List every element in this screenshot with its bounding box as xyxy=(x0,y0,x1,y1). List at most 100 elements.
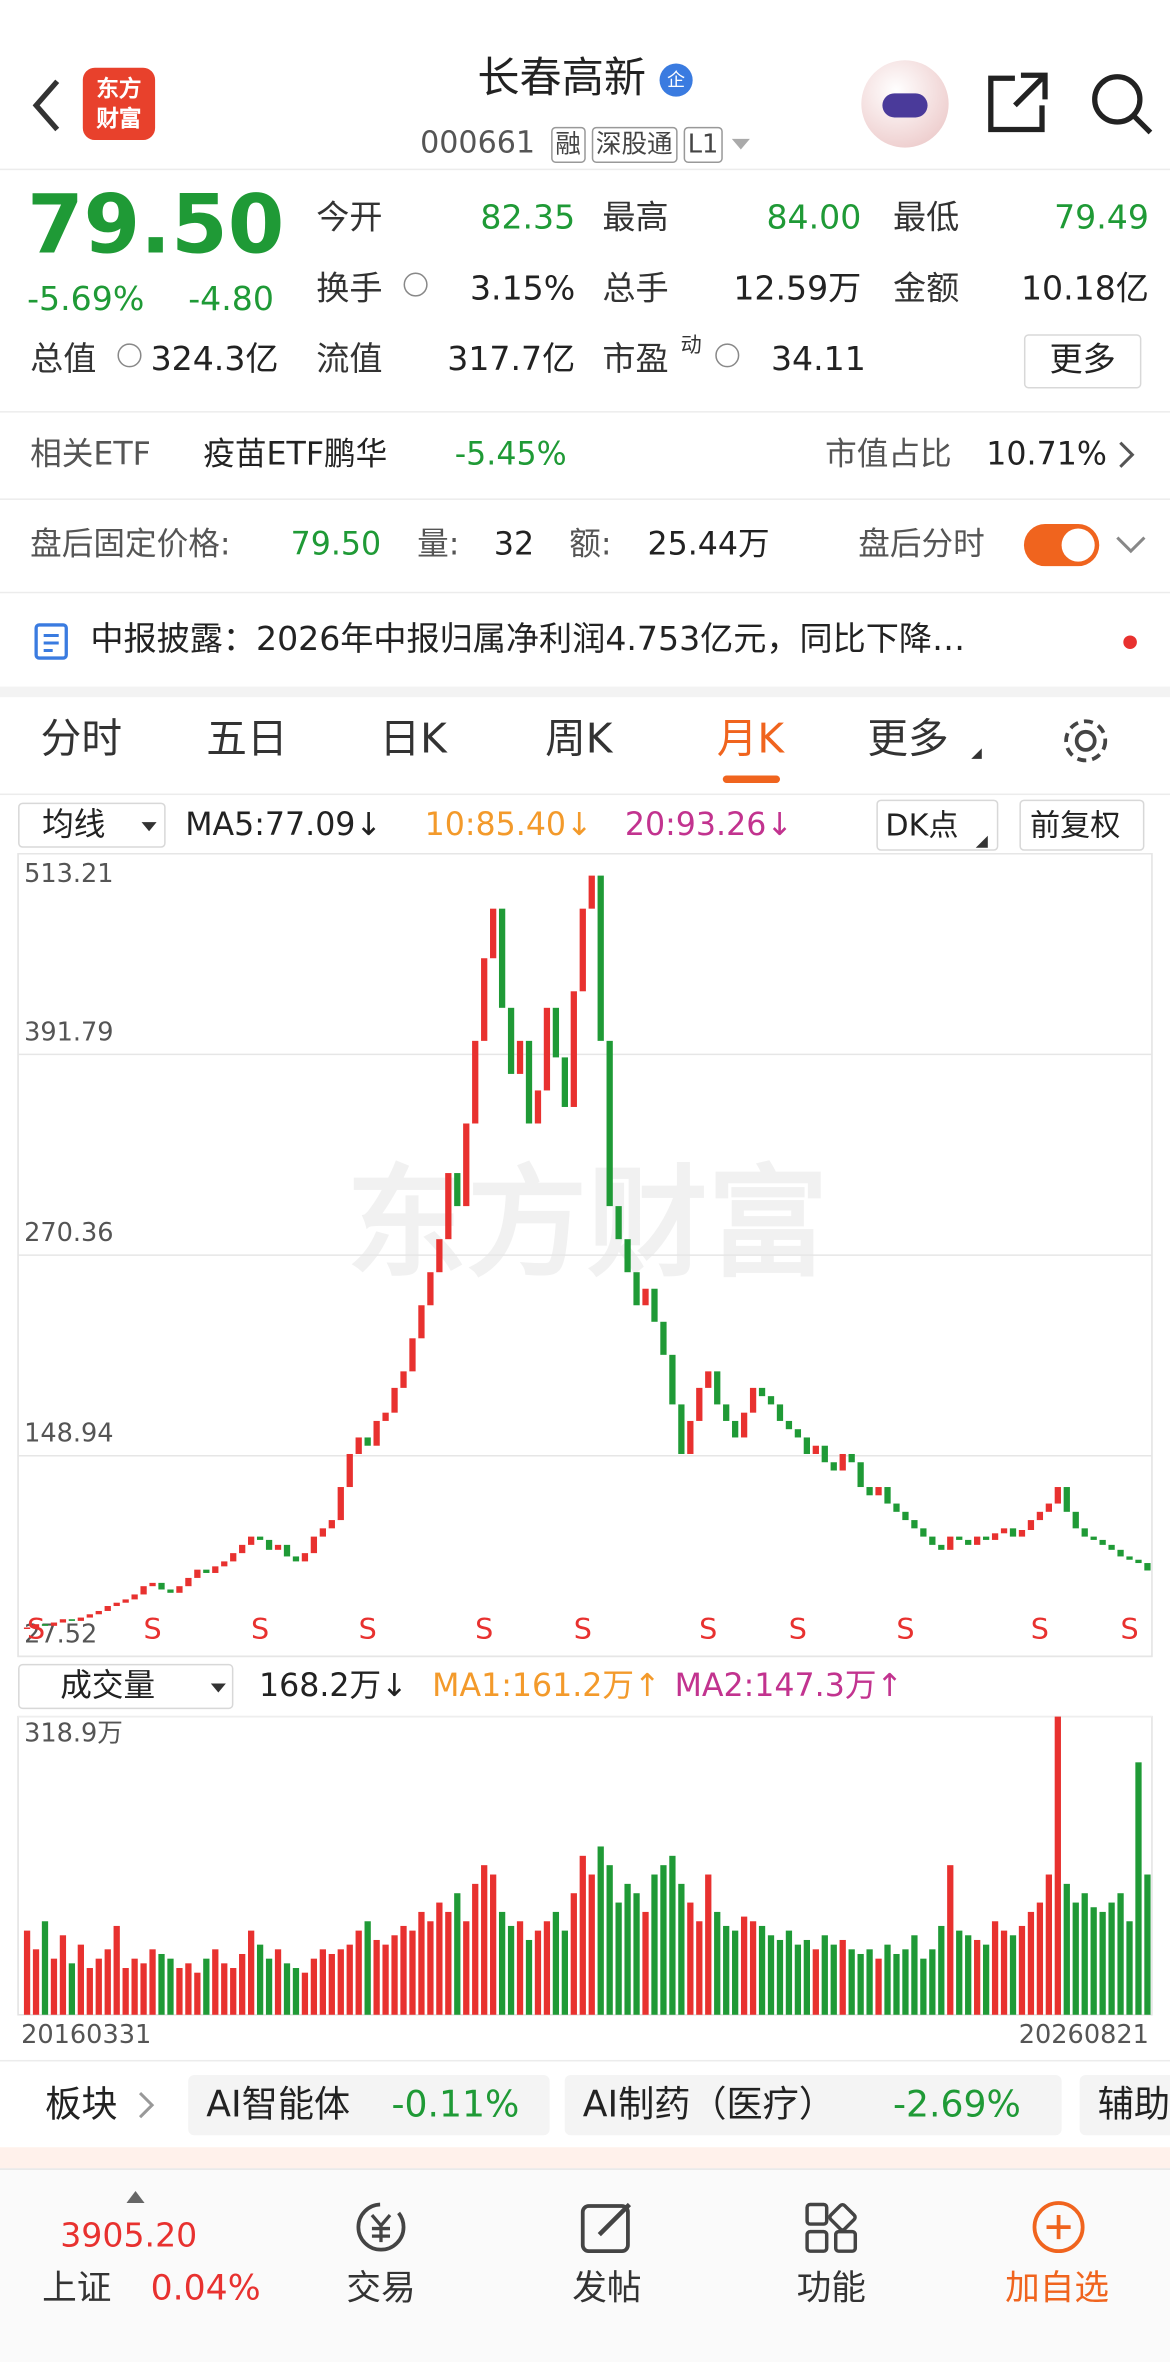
candle xyxy=(848,1453,855,1463)
volume-bar xyxy=(749,1921,757,2015)
chart-tab[interactable]: 分时 xyxy=(40,716,122,764)
index-value[interactable]: 3905.20 xyxy=(60,2217,198,2256)
volume-bar xyxy=(436,1902,443,2015)
nav-label[interactable]: 交易 xyxy=(346,2269,416,2309)
volume-select[interactable] xyxy=(18,1663,234,1710)
candle xyxy=(427,1272,434,1306)
candle xyxy=(965,1539,972,1545)
candle xyxy=(436,1239,443,1273)
active-tab-indicator xyxy=(722,775,781,784)
post-icon[interactable] xyxy=(578,2198,638,2255)
volume-bar xyxy=(1018,1925,1026,2015)
candle xyxy=(149,1582,156,1587)
sector-label[interactable]: 板块 xyxy=(45,2083,118,2126)
chart-tab[interactable]: 日K xyxy=(379,716,447,764)
candle xyxy=(911,1520,918,1529)
candle xyxy=(391,1387,398,1413)
trade-icon[interactable] xyxy=(349,2198,412,2255)
candle xyxy=(696,1387,703,1421)
candle xyxy=(579,908,586,992)
signal-marker: S xyxy=(574,1612,592,1646)
volume-bar xyxy=(588,1874,595,2015)
nav-label[interactable]: 加自选 xyxy=(1005,2269,1110,2309)
badge: 企 xyxy=(659,63,693,97)
bottom-nav xyxy=(0,2168,1170,2362)
assistant-avatar[interactable] xyxy=(861,60,949,148)
ma-legend: 20:93.26↓ xyxy=(624,806,793,843)
sector-pill[interactable] xyxy=(1079,2074,1170,2136)
candle xyxy=(86,1614,93,1618)
chart-tab[interactable]: 月K xyxy=(716,716,785,764)
etf-name[interactable]: 疫苗ETF鹏华 xyxy=(203,435,388,472)
volume-bar xyxy=(1108,1902,1115,2015)
volume-bar xyxy=(23,1930,31,2015)
nav-label[interactable]: 功能 xyxy=(796,2269,866,2309)
candle xyxy=(122,1599,129,1603)
volume-bar xyxy=(723,1925,730,2015)
candle xyxy=(41,1624,49,1626)
candle xyxy=(1045,1503,1052,1512)
volume-bar xyxy=(319,1949,326,2015)
dk-button[interactable] xyxy=(876,799,999,851)
nav-label[interactable]: 发帖 xyxy=(572,2269,642,2309)
candle xyxy=(714,1371,721,1405)
toggle[interactable] xyxy=(1023,524,1100,567)
candle xyxy=(929,1536,936,1545)
function-icon[interactable] xyxy=(803,2198,863,2255)
stat-label: 总值 xyxy=(30,341,97,380)
dropdown-caret[interactable] xyxy=(731,138,750,150)
volume-bar xyxy=(740,1916,748,2015)
candle xyxy=(794,1429,802,1438)
candle xyxy=(265,1539,273,1550)
candle xyxy=(319,1528,326,1537)
news-headline[interactable]: 中报披露：2026年中报归属净利润4.753亿元，同比下降… xyxy=(90,621,966,660)
after-amount: 25.44万 xyxy=(647,526,770,563)
chart-tab[interactable]: 五日 xyxy=(206,716,288,764)
volume-bar xyxy=(310,1958,318,2015)
candle xyxy=(1090,1536,1097,1540)
candle xyxy=(1009,1528,1017,1537)
sector-pill[interactable] xyxy=(564,2074,1062,2136)
candle xyxy=(32,1624,40,1628)
volume-bar xyxy=(265,1958,273,2015)
search-icon[interactable] xyxy=(1087,69,1156,138)
candle xyxy=(1117,1549,1124,1557)
expand-icon[interactable] xyxy=(1114,535,1147,556)
candle xyxy=(256,1536,264,1540)
candle xyxy=(239,1544,246,1554)
more-button[interactable]: 更多 xyxy=(1023,334,1142,389)
share-icon[interactable] xyxy=(982,69,1051,138)
candle xyxy=(687,1420,694,1454)
back-button[interactable] xyxy=(27,75,66,135)
chart-tab[interactable]: 更多 xyxy=(867,716,949,764)
volume-bar xyxy=(911,1935,918,2015)
volume-bar xyxy=(59,1935,67,2015)
volume-bar xyxy=(167,1958,174,2015)
volume-bar xyxy=(346,1944,353,2015)
chart-tab[interactable]: 周K xyxy=(545,716,613,764)
x-tick-label: 20160331 xyxy=(21,2020,151,2050)
add-watch-icon[interactable] xyxy=(1028,2198,1088,2255)
volume-bar xyxy=(579,1855,586,2015)
volume-bar xyxy=(373,1939,380,2015)
settings-icon[interactable] xyxy=(1060,715,1111,766)
tag: 融 xyxy=(550,126,586,163)
volume-bar xyxy=(606,1865,613,2015)
adjust-button[interactable] xyxy=(1019,799,1145,851)
candle xyxy=(561,1057,568,1107)
sector-pill[interactable] xyxy=(188,2074,550,2136)
volume-bar xyxy=(77,1944,84,2015)
volume-title: 成交量 xyxy=(60,1667,156,1704)
signal-marker: S xyxy=(27,1612,45,1646)
signal-marker: S xyxy=(1031,1612,1049,1646)
tag: 深股通 xyxy=(591,126,678,163)
stat-value: 34.11 xyxy=(770,341,866,380)
candle xyxy=(570,991,577,1107)
index-name[interactable]: 上证 xyxy=(42,2269,112,2309)
stat-label: 金额 xyxy=(892,270,960,309)
indicator-select[interactable] xyxy=(18,802,166,848)
title-row: 长春高新 企 xyxy=(0,53,1170,104)
index-change[interactable]: 0.04% xyxy=(150,2269,261,2309)
x-tick-label: 20260821 xyxy=(1019,2020,1149,2050)
